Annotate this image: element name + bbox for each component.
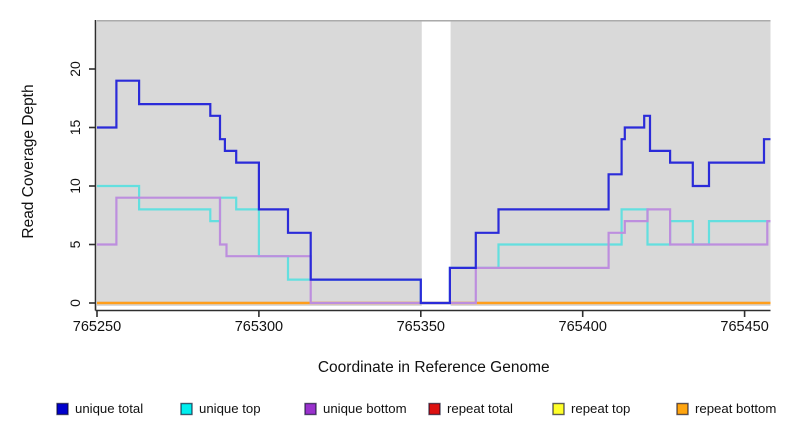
y-tick-label: 5: [67, 240, 83, 248]
legend: unique total unique top unique bottom repea…: [56, 401, 776, 416]
y-tick-label: 20: [67, 61, 83, 77]
x-tick-label: 765350: [397, 319, 445, 335]
x-tick-label: 765450: [720, 319, 768, 335]
legend-item-unique-top: unique top: [180, 401, 261, 416]
masked-region: [421, 21, 451, 306]
x-axis-title: Coordinate in Reference Genome: [318, 359, 550, 376]
legend-swatch-repeat-total: [428, 402, 441, 416]
legend-swatch-unique-top: [180, 402, 193, 416]
legend-item-repeat-top: repeat top: [552, 401, 630, 416]
legend-label-repeat-top: repeat top: [571, 401, 630, 416]
legend-item-repeat-total: repeat total: [428, 401, 513, 416]
x-tick-label: 765250: [73, 319, 121, 335]
y-tick-label: 10: [67, 178, 83, 194]
legend-swatch-unique-bottom: [304, 402, 317, 416]
legend-item-unique-total: unique total: [56, 401, 143, 416]
y-tick-label: 15: [67, 120, 83, 136]
legend-label-repeat-total: repeat total: [447, 401, 513, 416]
legend-label-unique-total: unique total: [75, 401, 143, 416]
series-line-unique-bottom: [97, 196, 771, 305]
legend-swatch-unique-total: [56, 402, 69, 416]
series-line-unique-total: [97, 79, 771, 305]
legend-label-repeat-bottom: repeat bottom: [695, 401, 776, 416]
legend-label-unique-bottom: unique bottom: [323, 401, 407, 416]
y-axis-title: Read Coverage Depth: [20, 84, 37, 238]
legend-item-repeat-bottom: repeat bottom: [676, 401, 776, 416]
legend-label-unique-top: unique top: [199, 401, 261, 416]
legend-swatch-repeat-bottom: [676, 402, 689, 416]
legend-swatch-repeat-top: [552, 402, 565, 416]
y-tick-label: 0: [67, 299, 83, 307]
x-tick-label: 765400: [559, 319, 607, 335]
x-tick-label: 765300: [235, 319, 283, 335]
legend-item-unique-bottom: unique bottom: [304, 401, 407, 416]
